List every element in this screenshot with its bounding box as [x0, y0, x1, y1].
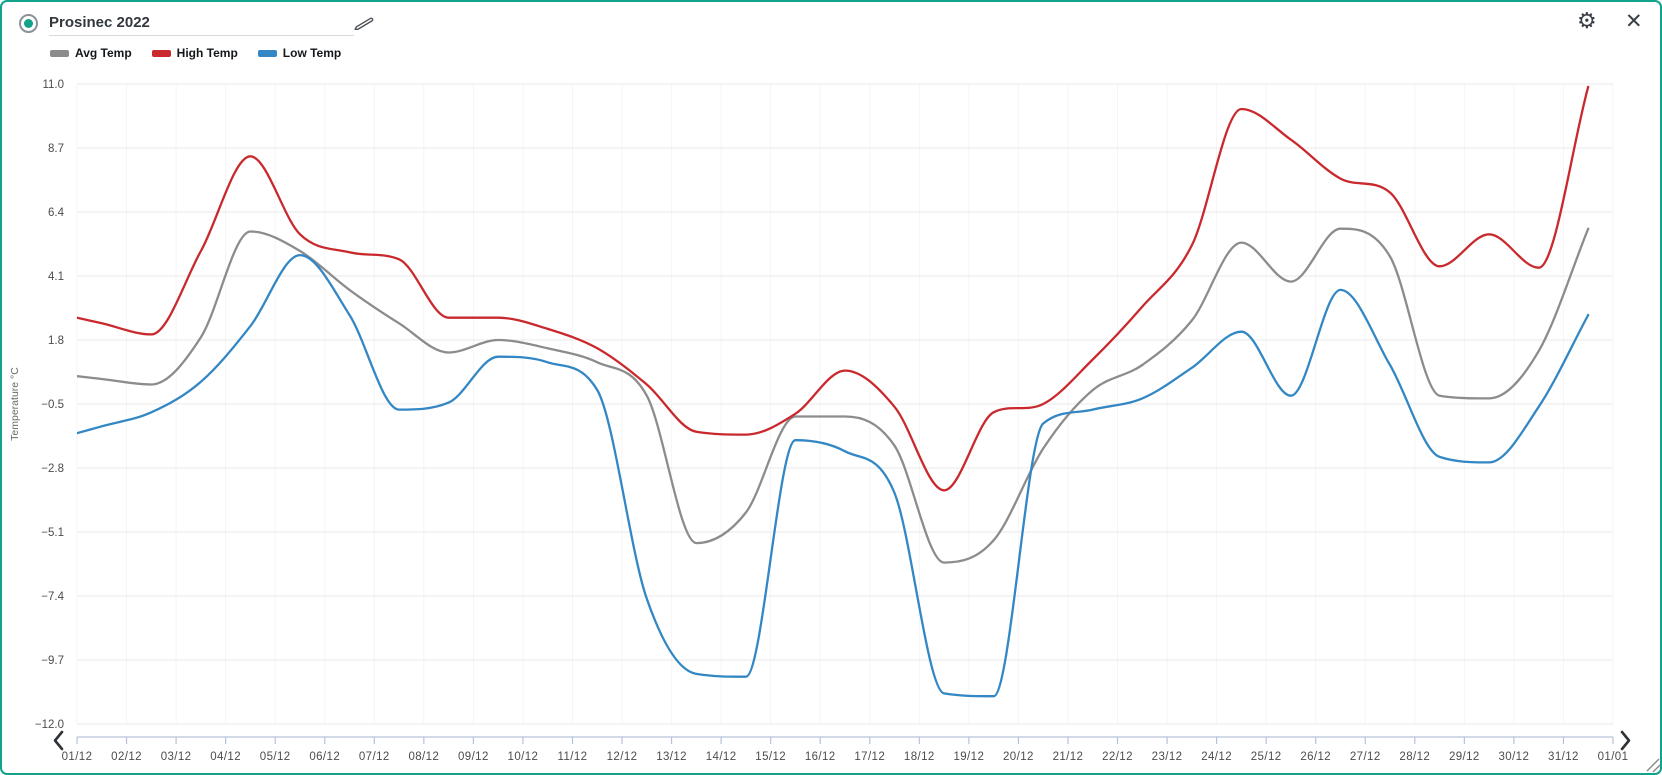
- svg-text:01/01: 01/01: [1598, 751, 1629, 763]
- svg-text:−9.7: −9.7: [41, 655, 64, 667]
- svg-text:16/12: 16/12: [805, 751, 836, 763]
- legend-item-high-temp[interactable]: High Temp: [151, 46, 238, 60]
- edit-title-button[interactable]: [354, 12, 376, 34]
- svg-text:24/12: 24/12: [1201, 751, 1232, 763]
- svg-text:4.1: 4.1: [48, 271, 64, 283]
- legend-label: Low Temp: [282, 46, 342, 60]
- svg-text:−7.4: −7.4: [41, 591, 64, 603]
- svg-text:13/12: 13/12: [656, 751, 687, 763]
- svg-text:01/12: 01/12: [62, 751, 93, 763]
- svg-text:09/12: 09/12: [458, 751, 489, 763]
- resize-handle-icon: [1646, 758, 1660, 772]
- svg-text:Temperature °C: Temperature °C: [9, 367, 21, 441]
- pencil-icon: [354, 17, 374, 31]
- legend-swatch-high: [151, 49, 171, 57]
- svg-text:14/12: 14/12: [706, 751, 737, 763]
- svg-text:05/12: 05/12: [260, 751, 291, 763]
- close-button[interactable]: ✕: [1625, 11, 1643, 32]
- svg-text:31/12: 31/12: [1548, 751, 1579, 763]
- close-icon: ✕: [1625, 9, 1643, 33]
- svg-text:04/12: 04/12: [210, 751, 241, 763]
- svg-text:15/12: 15/12: [755, 751, 786, 763]
- legend-item-avg-temp[interactable]: Avg Temp: [50, 46, 132, 60]
- svg-text:11.0: 11.0: [42, 79, 64, 91]
- svg-text:22/12: 22/12: [1102, 751, 1133, 763]
- svg-text:10/12: 10/12: [508, 751, 539, 763]
- chevron-left-icon: [53, 730, 64, 751]
- legend-item-low-temp[interactable]: Low Temp: [257, 46, 342, 60]
- legend-label: Avg Temp: [75, 46, 132, 60]
- svg-text:06/12: 06/12: [309, 751, 340, 763]
- svg-text:11/12: 11/12: [558, 751, 588, 763]
- svg-text:26/12: 26/12: [1300, 751, 1331, 763]
- legend: Avg Temp High Temp Low Temp: [50, 46, 341, 60]
- legend-swatch-low: [257, 49, 277, 57]
- svg-text:−2.8: −2.8: [41, 463, 64, 475]
- svg-text:23/12: 23/12: [1152, 751, 1183, 763]
- svg-text:1.8: 1.8: [48, 335, 64, 347]
- legend-label: High Temp: [176, 46, 238, 60]
- svg-text:−0.5: −0.5: [41, 399, 64, 411]
- svg-text:28/12: 28/12: [1399, 751, 1430, 763]
- record-toggle-icon[interactable]: [19, 14, 38, 33]
- svg-text:−5.1: −5.1: [41, 527, 64, 539]
- svg-text:21/12: 21/12: [1053, 751, 1084, 763]
- svg-text:30/12: 30/12: [1499, 751, 1530, 763]
- svg-text:−12.0: −12.0: [35, 719, 64, 731]
- svg-text:02/12: 02/12: [111, 751, 142, 763]
- svg-text:20/12: 20/12: [1003, 751, 1034, 763]
- svg-text:19/12: 19/12: [953, 751, 984, 763]
- svg-text:12/12: 12/12: [607, 751, 638, 763]
- svg-text:03/12: 03/12: [161, 751, 192, 763]
- svg-text:08/12: 08/12: [408, 751, 439, 763]
- svg-text:17/12: 17/12: [854, 751, 885, 763]
- svg-text:29/12: 29/12: [1449, 751, 1480, 763]
- svg-text:6.4: 6.4: [48, 207, 65, 219]
- svg-text:27/12: 27/12: [1350, 751, 1381, 763]
- gear-icon: ⚙: [1577, 9, 1597, 34]
- svg-text:18/12: 18/12: [904, 751, 935, 763]
- svg-text:25/12: 25/12: [1251, 751, 1282, 763]
- svg-text:07/12: 07/12: [359, 751, 390, 763]
- record-dot: [24, 19, 33, 28]
- svg-text:8.7: 8.7: [48, 143, 64, 155]
- chevron-right-icon: [1620, 730, 1631, 751]
- settings-button[interactable]: ⚙: [1577, 11, 1597, 33]
- chart-title-input[interactable]: [49, 10, 354, 36]
- legend-swatch-avg: [50, 49, 69, 57]
